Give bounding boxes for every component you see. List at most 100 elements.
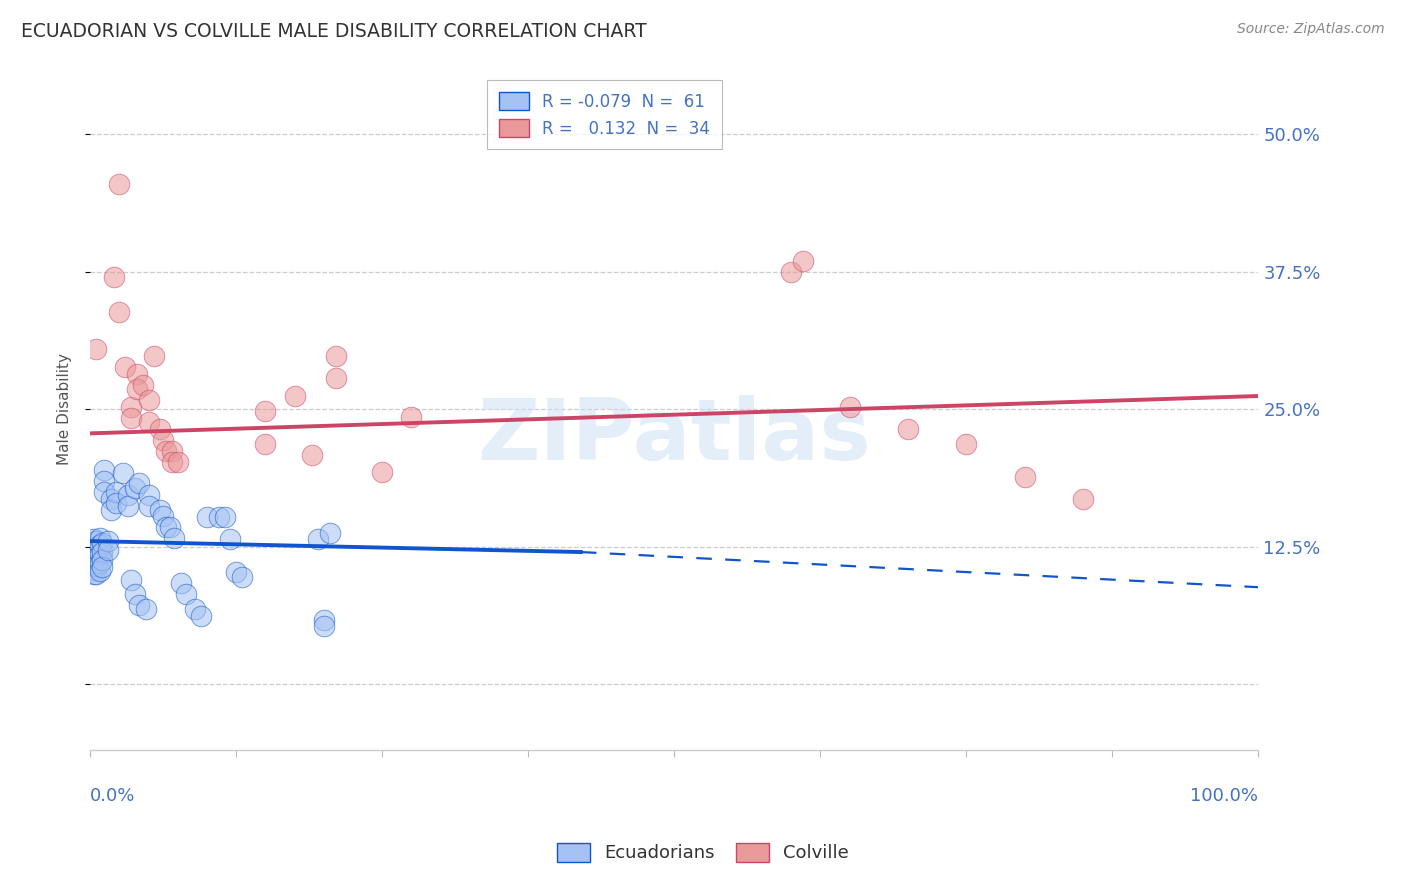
Y-axis label: Male Disability: Male Disability <box>58 353 72 466</box>
Point <box>100 492 122 507</box>
Point <box>83 567 105 582</box>
Point <box>301 448 323 462</box>
Point <box>93 462 115 476</box>
Point <box>89 564 111 578</box>
Point <box>89 547 111 561</box>
Point <box>143 350 166 364</box>
Point <box>152 433 174 447</box>
Point <box>120 573 142 587</box>
Text: 0.0%: 0.0% <box>90 788 135 805</box>
Point <box>160 444 183 458</box>
Point <box>155 444 177 458</box>
Point <box>93 484 115 499</box>
Point <box>125 367 148 381</box>
Legend: Ecuadorians, Colville: Ecuadorians, Colville <box>550 836 856 870</box>
Point <box>371 465 394 479</box>
Point <box>152 508 174 523</box>
Point <box>325 371 347 385</box>
Point <box>117 499 139 513</box>
Point <box>231 570 253 584</box>
Point <box>174 587 197 601</box>
Point <box>284 389 307 403</box>
Point <box>128 475 150 490</box>
Point <box>83 532 105 546</box>
Point <box>160 455 183 469</box>
Point <box>155 520 177 534</box>
Point <box>90 553 112 567</box>
Point <box>401 409 423 424</box>
Point <box>125 383 148 397</box>
Text: ZIPatlas: ZIPatlas <box>478 395 872 478</box>
Point <box>111 466 134 480</box>
Text: 100.0%: 100.0% <box>1191 788 1258 805</box>
Text: Source: ZipAtlas.com: Source: ZipAtlas.com <box>1237 22 1385 37</box>
Point <box>225 565 247 579</box>
Point <box>83 563 105 577</box>
Point <box>89 556 111 570</box>
Point <box>254 437 277 451</box>
Point <box>138 499 160 513</box>
Point <box>792 253 814 268</box>
Point <box>89 531 111 545</box>
Point <box>195 509 218 524</box>
Point <box>97 542 120 557</box>
Point <box>89 539 111 553</box>
Point <box>128 598 150 612</box>
Point <box>159 520 181 534</box>
Point <box>114 360 136 375</box>
Point <box>103 270 125 285</box>
Point <box>84 559 107 574</box>
Point <box>319 526 342 541</box>
Point <box>1071 492 1094 507</box>
Point <box>170 575 193 590</box>
Point <box>312 613 335 627</box>
Point <box>93 474 115 488</box>
Point <box>104 495 127 509</box>
Point <box>838 400 860 414</box>
Point <box>163 531 186 545</box>
Point <box>90 560 112 574</box>
Point <box>84 550 107 565</box>
Text: ECUADORIAN VS COLVILLE MALE DISABILITY CORRELATION CHART: ECUADORIAN VS COLVILLE MALE DISABILITY C… <box>21 22 647 41</box>
Point <box>184 602 207 616</box>
Point <box>84 534 107 549</box>
Point <box>90 536 112 550</box>
Point <box>83 558 105 573</box>
Point <box>219 532 242 546</box>
Point <box>208 509 231 524</box>
Point <box>83 540 105 554</box>
Point <box>1014 470 1036 484</box>
Point <box>138 393 160 408</box>
Point <box>84 542 107 557</box>
Point <box>312 618 335 632</box>
Point <box>124 587 146 601</box>
Point <box>90 545 112 559</box>
Point <box>83 554 105 568</box>
Point <box>214 509 236 524</box>
Point <box>84 567 107 582</box>
Point <box>138 488 160 502</box>
Point <box>97 534 120 549</box>
Point <box>138 416 160 430</box>
Point <box>254 404 277 418</box>
Point <box>325 350 347 364</box>
Point <box>104 484 127 499</box>
Point <box>149 503 172 517</box>
Point <box>135 602 157 616</box>
Point <box>780 265 803 279</box>
Point <box>108 305 131 319</box>
Point <box>83 547 105 561</box>
Point <box>149 422 172 436</box>
Point <box>120 411 142 425</box>
Point <box>84 342 107 356</box>
Point <box>897 422 920 436</box>
Point <box>108 177 131 191</box>
Point <box>120 400 142 414</box>
Point <box>190 608 212 623</box>
Point <box>117 488 139 502</box>
Point <box>166 455 188 469</box>
Point <box>132 378 155 392</box>
Point <box>100 503 122 517</box>
Legend: R = -0.079  N =  61, R =   0.132  N =  34: R = -0.079 N = 61, R = 0.132 N = 34 <box>486 80 721 149</box>
Point <box>124 481 146 495</box>
